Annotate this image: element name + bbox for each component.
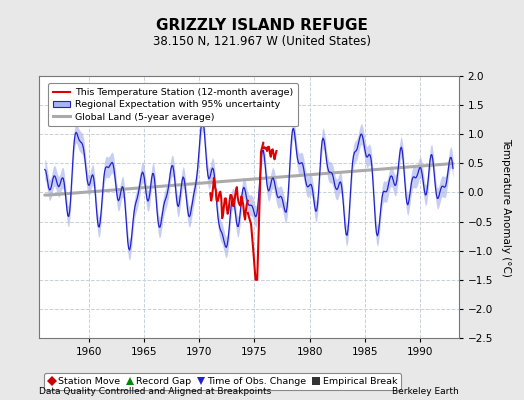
Text: Berkeley Earth: Berkeley Earth (392, 387, 458, 396)
Legend: Station Move, Record Gap, Time of Obs. Change, Empirical Break: Station Move, Record Gap, Time of Obs. C… (44, 373, 401, 390)
Text: 38.150 N, 121.967 W (United States): 38.150 N, 121.967 W (United States) (153, 35, 371, 48)
Text: GRIZZLY ISLAND REFUGE: GRIZZLY ISLAND REFUGE (156, 18, 368, 33)
Text: Data Quality Controlled and Aligned at Breakpoints: Data Quality Controlled and Aligned at B… (39, 387, 271, 396)
Y-axis label: Temperature Anomaly (°C): Temperature Anomaly (°C) (501, 138, 511, 276)
